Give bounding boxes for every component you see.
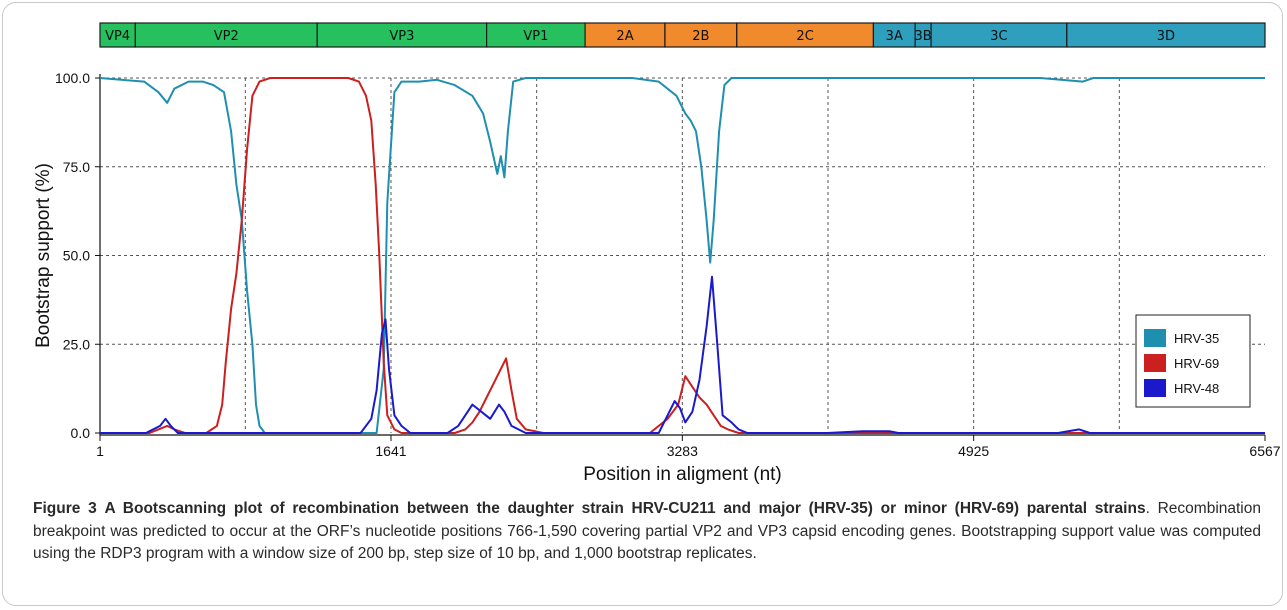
figure-caption: Figure 3 A Bootscanning plot of recombin… (33, 498, 1261, 566)
legend-swatch (1144, 329, 1166, 347)
y-tick-label: 0.0 (71, 425, 91, 441)
genome-region-vp2 (134, 22, 318, 48)
series-line-hrv-69 (100, 77, 1265, 434)
legend-swatch (1144, 354, 1166, 372)
y-tick-label: 25.0 (63, 336, 90, 352)
caption-label: Figure 3 (33, 500, 97, 517)
genome-region-3c (930, 22, 1068, 48)
genome-region-vp3 (316, 22, 488, 48)
genome-region-label: 3D (1157, 29, 1175, 44)
x-tick-label: 1 (96, 443, 104, 459)
genome-region-label: VP2 (214, 29, 239, 44)
caption-body: Recombination breakpoint was predicted t… (33, 500, 1261, 562)
x-axis-label: Position in aligment (nt) (583, 464, 782, 485)
y-axis-label: Bootstrap support (%) (33, 163, 54, 348)
x-tick-label: 6567 (1249, 443, 1280, 459)
legend-label: HRV-35 (1174, 331, 1219, 346)
genome-region-label: 2C (796, 29, 813, 44)
genome-region-2c (736, 22, 875, 48)
y-tick-label: 50.0 (63, 248, 90, 264)
genome-region-label: VP3 (389, 29, 414, 44)
genome-region-label: 3A (886, 29, 903, 44)
genome-region-2a (584, 22, 666, 48)
x-tick-label: 3283 (667, 443, 698, 459)
series-line-hrv-48 (100, 275, 1265, 434)
genome-region-label: 2A (616, 29, 633, 44)
y-tick-label: 100.0 (55, 70, 90, 86)
genome-region-label: 2B (692, 29, 709, 44)
caption-title-punct: . (1145, 500, 1150, 517)
genome-region-3a (872, 22, 916, 48)
genome-region-label: 3B (914, 29, 931, 44)
x-tick-label: 4925 (958, 443, 989, 459)
genome-region-3d (1066, 22, 1266, 48)
genome-region-label: 3C (990, 29, 1007, 44)
legend-label: HRV-69 (1174, 356, 1219, 371)
bootscan-chart: VP4 VP2 VP3 VP1 2A 2B 2C 3A 3B 3C 3D 0.0 25.0 50.0 75.… (33, 22, 1281, 485)
caption-title: A Bootscanning plot of recombination bet… (104, 500, 1146, 517)
genome-region-label: VP4 (105, 29, 130, 44)
series-line-hrv-35 (99, 77, 1265, 434)
genome-region-2b (664, 22, 738, 48)
genome-region-label: VP1 (523, 29, 548, 44)
genome-region-vp4 (99, 22, 136, 48)
legend-label: HRV-48 (1174, 381, 1219, 396)
x-tick-label: 1641 (375, 443, 406, 459)
y-tick-label: 75.0 (63, 159, 90, 175)
legend-swatch (1144, 379, 1166, 397)
